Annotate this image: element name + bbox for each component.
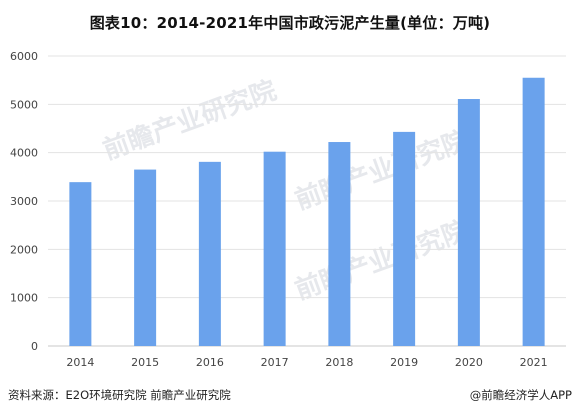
x-tick-label: 2017 bbox=[261, 356, 289, 369]
x-tick-label: 2014 bbox=[66, 356, 94, 369]
y-tick-label: 2000 bbox=[10, 243, 38, 256]
bar-2018 bbox=[328, 142, 351, 346]
brand-credit: @前瞻经济学人APP bbox=[469, 388, 572, 402]
x-tick-label: 2018 bbox=[325, 356, 353, 369]
source-note: 资料来源：E2O环境研究院 前瞻产业研究院 bbox=[8, 388, 231, 402]
x-tick-label: 2016 bbox=[196, 356, 224, 369]
y-tick-label: 3000 bbox=[10, 195, 38, 208]
footer: 资料来源：E2O环境研究院 前瞻产业研究院 @前瞻经济学人APP bbox=[8, 387, 572, 405]
y-tick-label: 6000 bbox=[10, 50, 38, 63]
bar-2021 bbox=[522, 77, 545, 346]
chart-title: 图表10：2014-2021年中国市政污泥产生量(单位：万吨) bbox=[89, 14, 491, 32]
y-tick-label: 1000 bbox=[10, 292, 38, 305]
y-tick-label: 4000 bbox=[10, 147, 38, 160]
x-tick-label: 2020 bbox=[455, 356, 483, 369]
bar-2015 bbox=[134, 169, 157, 346]
y-tick-label: 0 bbox=[31, 340, 38, 353]
bar-2014 bbox=[69, 182, 92, 346]
bar-2019 bbox=[393, 131, 416, 346]
bar-2017 bbox=[263, 151, 286, 346]
y-tick-label: 5000 bbox=[10, 98, 38, 111]
x-tick-label: 2019 bbox=[390, 356, 418, 369]
x-tick-label: 2015 bbox=[131, 356, 159, 369]
x-tick-label: 2021 bbox=[520, 356, 548, 369]
bar-2016 bbox=[198, 161, 221, 346]
bar-2020 bbox=[457, 99, 480, 347]
